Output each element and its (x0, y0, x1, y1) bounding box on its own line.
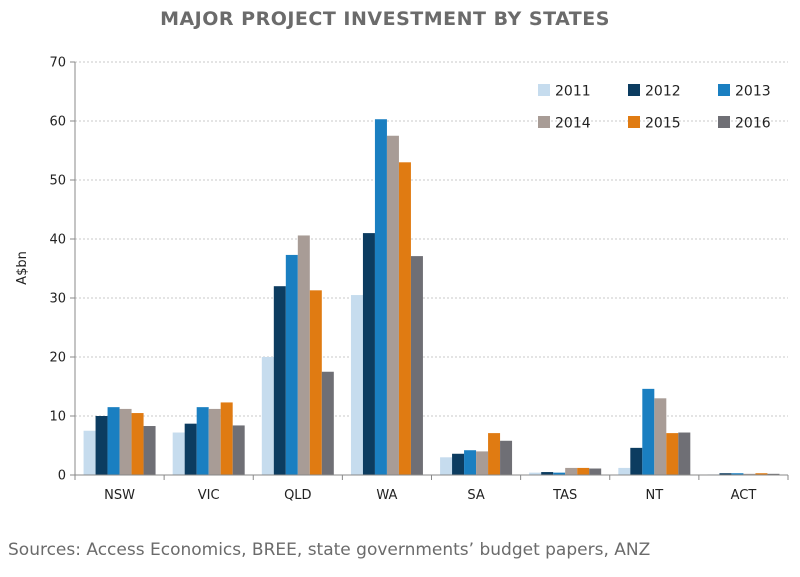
x-tick-label-wa: WA (376, 488, 397, 503)
bar-wa-2016 (410, 256, 423, 475)
bar-vic-2013 (196, 407, 209, 475)
x-tick-label-nsw: NSW (104, 488, 135, 503)
y-axis-title: A$bn (15, 251, 30, 285)
bars (83, 119, 780, 476)
y-tick-label: 20 (49, 351, 66, 366)
bar-tas-2016 (589, 468, 602, 475)
bar-wa-2011 (350, 295, 363, 475)
y-tick-label: 70 (49, 56, 66, 71)
legend-swatch-2011 (538, 84, 550, 96)
bar-sa-2011 (440, 457, 453, 475)
legend-swatch-2016 (718, 116, 730, 128)
bar-nt-2016 (678, 432, 691, 475)
bar-wa-2015 (398, 162, 411, 476)
legend-label-2012: 2012 (645, 84, 681, 100)
bar-tas-2011 (529, 472, 542, 475)
legend-label-2013: 2013 (735, 84, 771, 100)
legend-swatch-2014 (538, 116, 550, 128)
bar-nt-2015 (666, 433, 679, 475)
legend-swatch-2012 (628, 84, 640, 96)
bar-act-2013 (731, 473, 744, 475)
x-tick-label-nt: NT (645, 488, 663, 503)
bar-qld-2015 (309, 290, 322, 475)
bar-vic-2015 (220, 402, 233, 475)
bar-sa-2013 (464, 450, 477, 475)
bar-vic-2011 (172, 432, 185, 475)
x-tick-label-vic: VIC (198, 488, 220, 503)
legend-label-2011: 2011 (555, 84, 591, 100)
bar-qld-2013 (285, 254, 298, 475)
bar-wa-2013 (374, 119, 387, 475)
bar-tas-2013 (553, 472, 566, 475)
source-note: Sources: Access Economics, BREE, state g… (8, 540, 651, 560)
bar-qld-2016 (321, 371, 334, 475)
y-tick-label: 30 (49, 292, 66, 307)
bar-wa-2012 (362, 233, 375, 475)
bar-sa-2015 (488, 433, 501, 475)
x-tick-label-sa: SA (467, 488, 484, 503)
chart-title: MAJOR PROJECT INVESTMENT BY STATES (160, 8, 610, 30)
legend-swatch-2015 (628, 116, 640, 128)
legend-label-2016: 2016 (735, 116, 771, 132)
bar-act-2014 (743, 473, 756, 475)
bar-tas-2015 (577, 467, 590, 475)
y-tick-label: 40 (49, 233, 66, 248)
bar-vic-2016 (232, 425, 245, 475)
bar-tas-2012 (541, 472, 554, 475)
axes: 0 10 20 30 40 50 60 70 NSW VIC QLD WA SA TAS NT ACT (49, 56, 789, 503)
bar-qld-2014 (297, 235, 310, 475)
bar-nsw-2012 (95, 416, 108, 475)
bar-nsw-2016 (143, 426, 156, 475)
bar-nsw-2015 (131, 413, 144, 475)
bar-qld-2012 (273, 286, 286, 475)
bar-wa-2014 (386, 135, 399, 475)
bar-tas-2014 (565, 467, 578, 475)
bar-nt-2013 (642, 388, 655, 475)
gridlines (75, 61, 788, 417)
bar-nt-2014 (654, 398, 667, 475)
bar-vic-2012 (184, 423, 197, 475)
bar-sa-2016 (500, 440, 513, 475)
x-tick-label-qld: QLD (284, 488, 312, 503)
legend: 2011 2012 2013 2014 2015 2016 (538, 84, 771, 132)
bar-sa-2012 (452, 453, 465, 475)
bar-act-2012 (719, 473, 732, 475)
bar-sa-2014 (476, 451, 489, 475)
bar-nt-2012 (630, 447, 643, 475)
bar-nsw-2011 (83, 430, 96, 475)
legend-label-2015: 2015 (645, 116, 681, 132)
bar-act-2015 (755, 473, 768, 475)
legend-swatch-2013 (718, 84, 730, 96)
bar-vic-2014 (208, 408, 221, 475)
y-tick-label: 0 (58, 469, 66, 484)
y-tick-label: 50 (49, 174, 66, 189)
x-tick-label-tas: TAS (552, 488, 577, 503)
bar-act-2016 (767, 473, 780, 475)
x-tick-label-act: ACT (731, 488, 757, 503)
bar-qld-2011 (261, 357, 274, 475)
bar-nsw-2014 (119, 408, 132, 475)
bar-nt-2011 (618, 467, 631, 475)
legend-label-2014: 2014 (555, 116, 591, 132)
bar-nsw-2013 (107, 407, 120, 475)
y-tick-label: 60 (49, 115, 66, 130)
y-tick-label: 10 (49, 410, 66, 425)
